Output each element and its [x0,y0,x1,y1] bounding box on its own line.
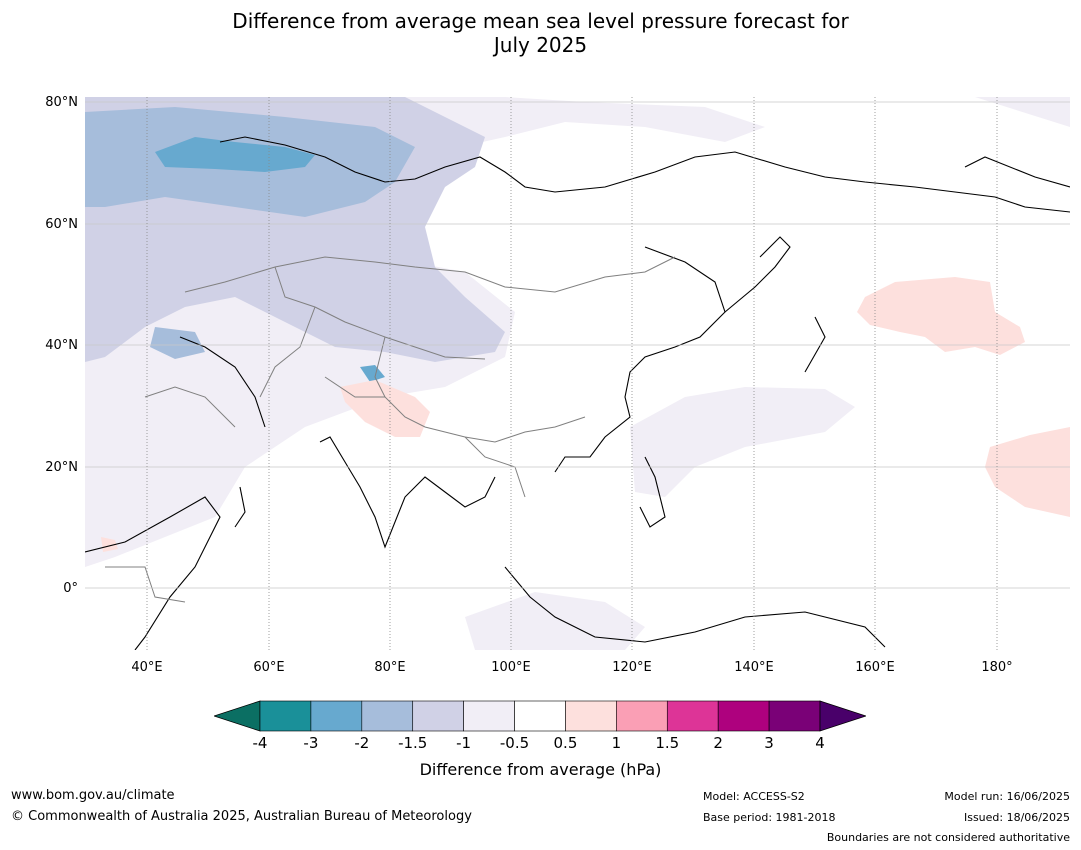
colorbar-segment [412,700,464,732]
colorbar-segment [310,700,363,732]
anomaly-region-light-purple-3 [630,387,855,497]
coastlines [85,136,1070,650]
colorbar-tick-label: 0.5 [553,734,578,752]
colorbar-tick-label: -3 [303,734,319,752]
latitude-gridlines [85,101,1070,589]
lat-label-60n: 60°N [45,217,78,232]
anomaly-region-light-blue-2 [150,327,205,359]
colorbar-tick-label: 4 [815,734,825,752]
colorbar-segment [463,700,515,732]
lon-label-100e: 100°E [491,660,531,675]
lat-label-40n: 40°N [45,338,78,353]
footer-base-period: Base period: 1981-2018 [703,811,836,824]
anomaly-region-pink-pacific-north [857,277,1025,355]
pressure-anomaly-map [85,97,1070,650]
colorbar-tick-label: -2 [354,734,370,752]
lon-label-180: 180° [981,660,1013,675]
colorbar-tick-label: -4 [252,734,268,752]
lon-label-60e: 60°E [253,660,285,675]
anomaly-region-pink-africa [101,537,118,552]
title-line-1: Difference from average mean sea level p… [232,9,849,33]
lat-label-20n: 20°N [45,460,78,475]
colorbar-tick-label: 2 [713,734,723,752]
anomaly-region-light-purple-4 [465,592,645,650]
colorbar-segment [616,700,668,732]
footer-url: www.bom.gov.au/climate [11,788,175,803]
lon-label-80e: 80°E [374,660,406,675]
anomaly-region-blue-2 [360,365,385,382]
anomaly-region-pink-pacific-south [985,427,1070,517]
lat-label-80n: 80°N [45,95,78,110]
colorbar-segment [514,700,566,732]
colorbar-tick-label: 1.5 [655,734,680,752]
anomaly-region-light-purple-5 [975,97,1070,127]
colorbar-tick-label: -1 [456,734,472,752]
lon-label-40e: 40°E [131,660,163,675]
colorbar-segment [565,700,617,732]
colorbar-tick-label: 3 [764,734,774,752]
lon-label-120e: 120°E [612,660,652,675]
lon-label-160e: 160°E [855,660,895,675]
colorbar-arrow-high [819,700,866,732]
colorbar [214,700,866,732]
colorbar-label: Difference from average (hPa) [419,760,662,779]
footer-model-run: Model run: 16/06/2025 [944,790,1070,803]
longitude-gridlines [146,97,998,650]
colorbar-segment [361,700,414,732]
colorbar-segment [717,700,770,732]
lat-label-0: 0° [63,581,78,596]
title-line-2: July 2025 [493,33,588,57]
map-title: Difference from average mean sea level p… [0,9,1081,57]
country-boundaries [105,256,676,603]
footer-issued: Issued: 18/06/2025 [963,811,1070,824]
colorbar-tick-label: -1.5 [398,734,428,752]
footer-disclaimer: Boundaries are not considered authoritat… [826,831,1070,844]
colorbar-tick-label: -0.5 [499,734,530,752]
anomaly-region-pink-himalaya [340,380,430,437]
footer-model: Model: ACCESS-S2 [703,790,805,803]
lon-label-140e: 140°E [734,660,774,675]
colorbar-arrow-low [214,700,261,732]
colorbar-tick-label: 1 [611,734,622,752]
anomaly-region-blue [155,137,315,172]
colorbar-segment [768,700,821,732]
colorbar-segment [666,700,719,732]
footer-copyright: © Commonwealth of Australia 2025, Austra… [11,809,472,824]
colorbar-segment [259,700,312,732]
